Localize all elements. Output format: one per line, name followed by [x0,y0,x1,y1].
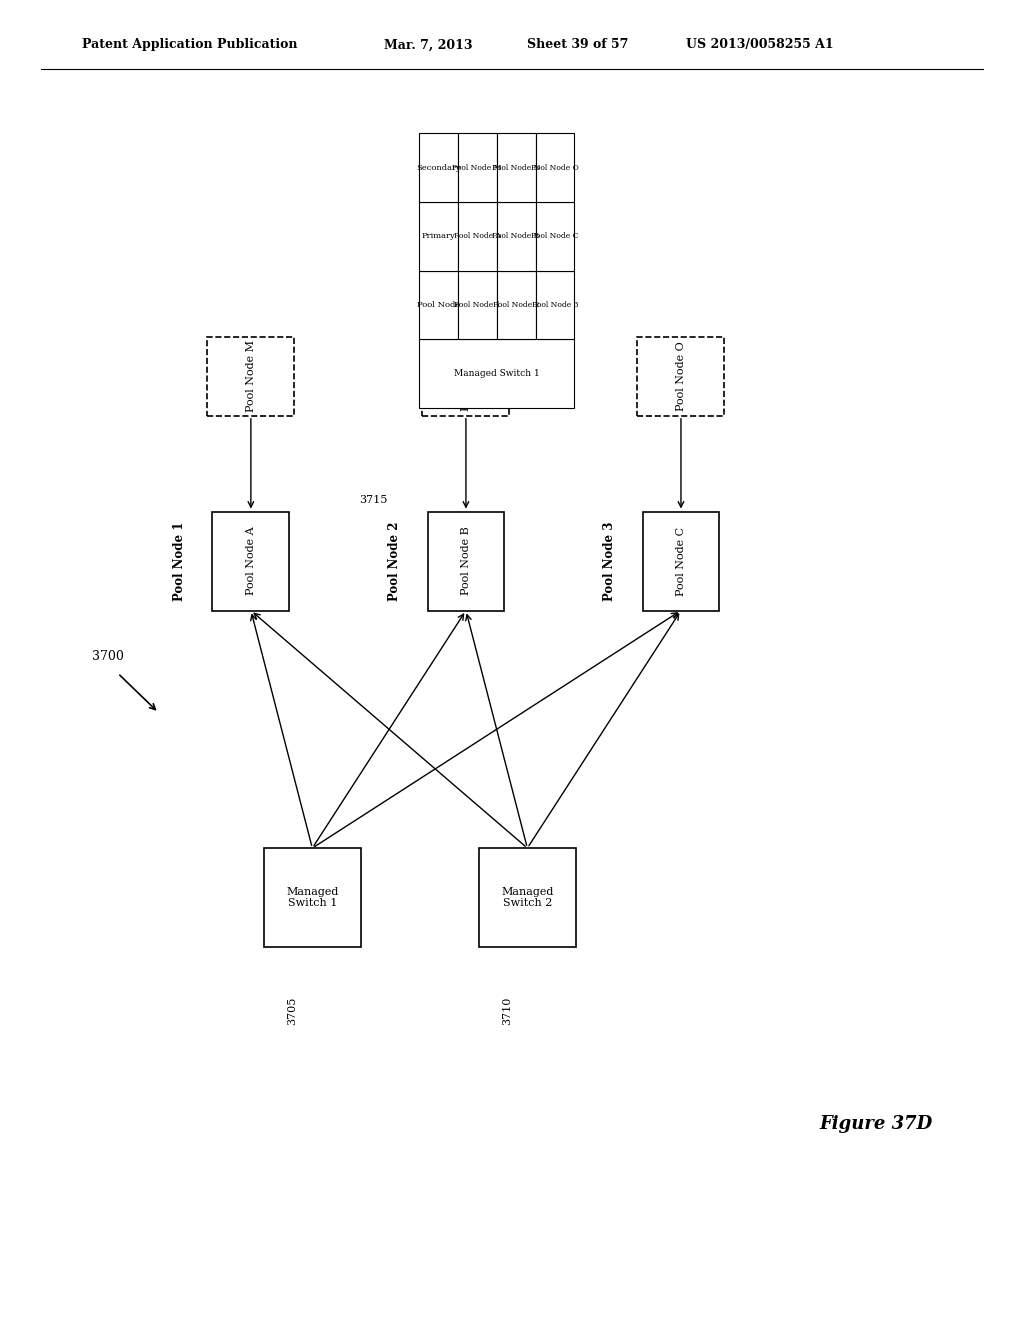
Text: Pool Node A: Pool Node A [454,232,501,240]
FancyBboxPatch shape [419,339,574,408]
Text: Pool Node N: Pool Node N [492,164,541,172]
Text: Pool Node C: Pool Node C [531,232,579,240]
Text: Pool Node O: Pool Node O [676,342,686,411]
FancyBboxPatch shape [536,133,574,202]
FancyBboxPatch shape [497,202,536,271]
FancyBboxPatch shape [419,271,458,339]
Text: 3715: 3715 [359,495,388,506]
FancyBboxPatch shape [458,133,497,202]
FancyBboxPatch shape [264,847,361,948]
FancyBboxPatch shape [423,337,510,416]
FancyBboxPatch shape [536,271,574,339]
FancyBboxPatch shape [479,847,575,948]
Text: Pool Node 3: Pool Node 3 [531,301,579,309]
Text: Pool Node O: Pool Node O [531,164,579,172]
Text: Pool Node C: Pool Node C [676,527,686,595]
Text: Pool Node 2: Pool Node 2 [388,521,400,601]
Text: Managed
Switch 2: Managed Switch 2 [501,887,554,908]
Text: Pool Node 2: Pool Node 2 [493,301,540,309]
Text: Patent Application Publication: Patent Application Publication [82,38,297,51]
Text: Pool Node A: Pool Node A [246,527,256,595]
FancyBboxPatch shape [428,512,505,610]
Text: Figure 37D: Figure 37D [819,1114,933,1133]
Text: Pool Node 1: Pool Node 1 [173,521,185,601]
Text: Secondary: Secondary [416,164,461,172]
FancyBboxPatch shape [536,202,574,271]
Text: Pool Node 1: Pool Node 1 [454,301,501,309]
Text: Pool Node 3: Pool Node 3 [603,521,615,601]
Text: 3710: 3710 [502,997,512,1024]
FancyBboxPatch shape [207,337,295,416]
FancyBboxPatch shape [213,512,289,610]
Text: US 2013/0058255 A1: US 2013/0058255 A1 [686,38,834,51]
FancyBboxPatch shape [637,337,725,416]
FancyBboxPatch shape [419,202,458,271]
Text: Pool Node M: Pool Node M [453,164,502,172]
Text: Pool Node M: Pool Node M [246,341,256,412]
Text: Primary: Primary [422,232,455,240]
Text: Pool Node: Pool Node [417,301,460,309]
Text: Managed
Switch 1: Managed Switch 1 [286,887,339,908]
Text: Managed Switch 1: Managed Switch 1 [454,370,540,378]
Text: Pool Node N: Pool Node N [461,341,471,412]
FancyBboxPatch shape [497,271,536,339]
Text: Pool Node B: Pool Node B [493,232,540,240]
FancyBboxPatch shape [458,271,497,339]
Text: Pool Node B: Pool Node B [461,527,471,595]
Text: Mar. 7, 2013: Mar. 7, 2013 [384,38,472,51]
Text: 3700: 3700 [92,649,124,663]
FancyBboxPatch shape [497,133,536,202]
Text: 3705: 3705 [287,997,297,1024]
FancyBboxPatch shape [458,202,497,271]
FancyBboxPatch shape [643,512,719,610]
FancyBboxPatch shape [419,133,458,202]
Text: Sheet 39 of 57: Sheet 39 of 57 [527,38,629,51]
